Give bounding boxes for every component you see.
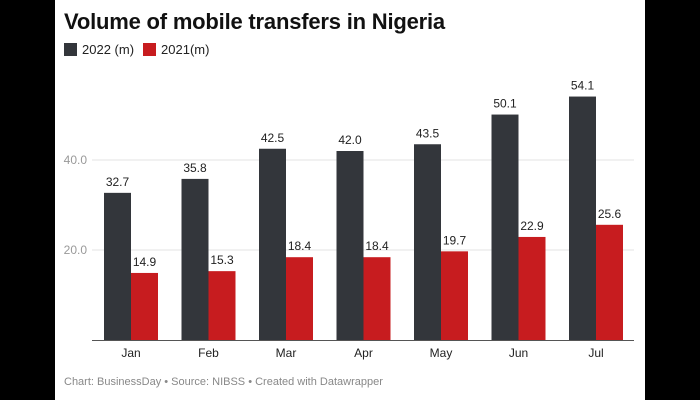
x-tick-label: Apr — [354, 346, 373, 360]
data-label: 43.5 — [416, 126, 440, 140]
x-tick-label: Jul — [588, 346, 603, 360]
chart-title: Volume of mobile transfers in Nigeria — [64, 9, 445, 34]
data-label: 19.7 — [443, 233, 467, 247]
bar-2021-jul — [596, 224, 623, 340]
x-tick-label: Mar — [276, 346, 297, 360]
data-label: 50.1 — [493, 97, 517, 111]
data-label: 18.4 — [288, 239, 312, 253]
chart-footer: Chart: BusinessDay • Source: NIBSS • Cre… — [64, 376, 383, 388]
bar-2022-mar — [259, 148, 286, 340]
bar-2021-jun — [518, 236, 546, 340]
data-label: 25.6 — [598, 207, 622, 221]
bar-2021-may — [441, 251, 468, 340]
legend-swatch-2021 — [143, 43, 157, 56]
x-tick-label: Jun — [509, 346, 528, 360]
y-tick-label: 20.0 — [64, 243, 88, 257]
x-tick-label: Jan — [121, 346, 140, 360]
legend: 2022 (m) 2021(m) — [64, 42, 218, 57]
legend-swatch-2022 — [64, 43, 77, 56]
data-label: 18.4 — [365, 239, 389, 253]
legend-label-2022: 2022 (m) — [82, 42, 135, 57]
legend-item-2022: 2022 (m) — [64, 42, 134, 57]
bar-2022-apr — [336, 151, 364, 340]
bar-2022-jun — [491, 114, 519, 340]
legend-label-2021: 2021(m) — [161, 42, 210, 57]
bar-2021-jan — [131, 272, 158, 340]
x-tick-label: May — [430, 346, 453, 360]
legend-item-2021: 2021(m) — [143, 42, 209, 57]
bar-2021-mar — [286, 257, 313, 340]
data-label: 42.0 — [338, 133, 362, 147]
bar-2022-jul — [569, 96, 596, 340]
bar-2022-may — [414, 144, 441, 340]
data-label: 15.3 — [210, 253, 234, 267]
data-label: 22.9 — [520, 219, 544, 233]
bar-2021-feb — [208, 271, 236, 340]
bar-2022-feb — [181, 178, 209, 340]
data-label: 54.1 — [571, 79, 595, 93]
data-label: 32.7 — [106, 175, 130, 189]
y-tick-label: 40.0 — [64, 153, 88, 167]
x-tick-label: Feb — [198, 346, 219, 360]
data-label: 35.8 — [183, 161, 207, 175]
data-label: 14.9 — [133, 255, 157, 269]
bar-2022-jan — [104, 192, 131, 340]
bar-2021-apr — [363, 257, 391, 340]
data-label: 42.5 — [261, 131, 285, 145]
